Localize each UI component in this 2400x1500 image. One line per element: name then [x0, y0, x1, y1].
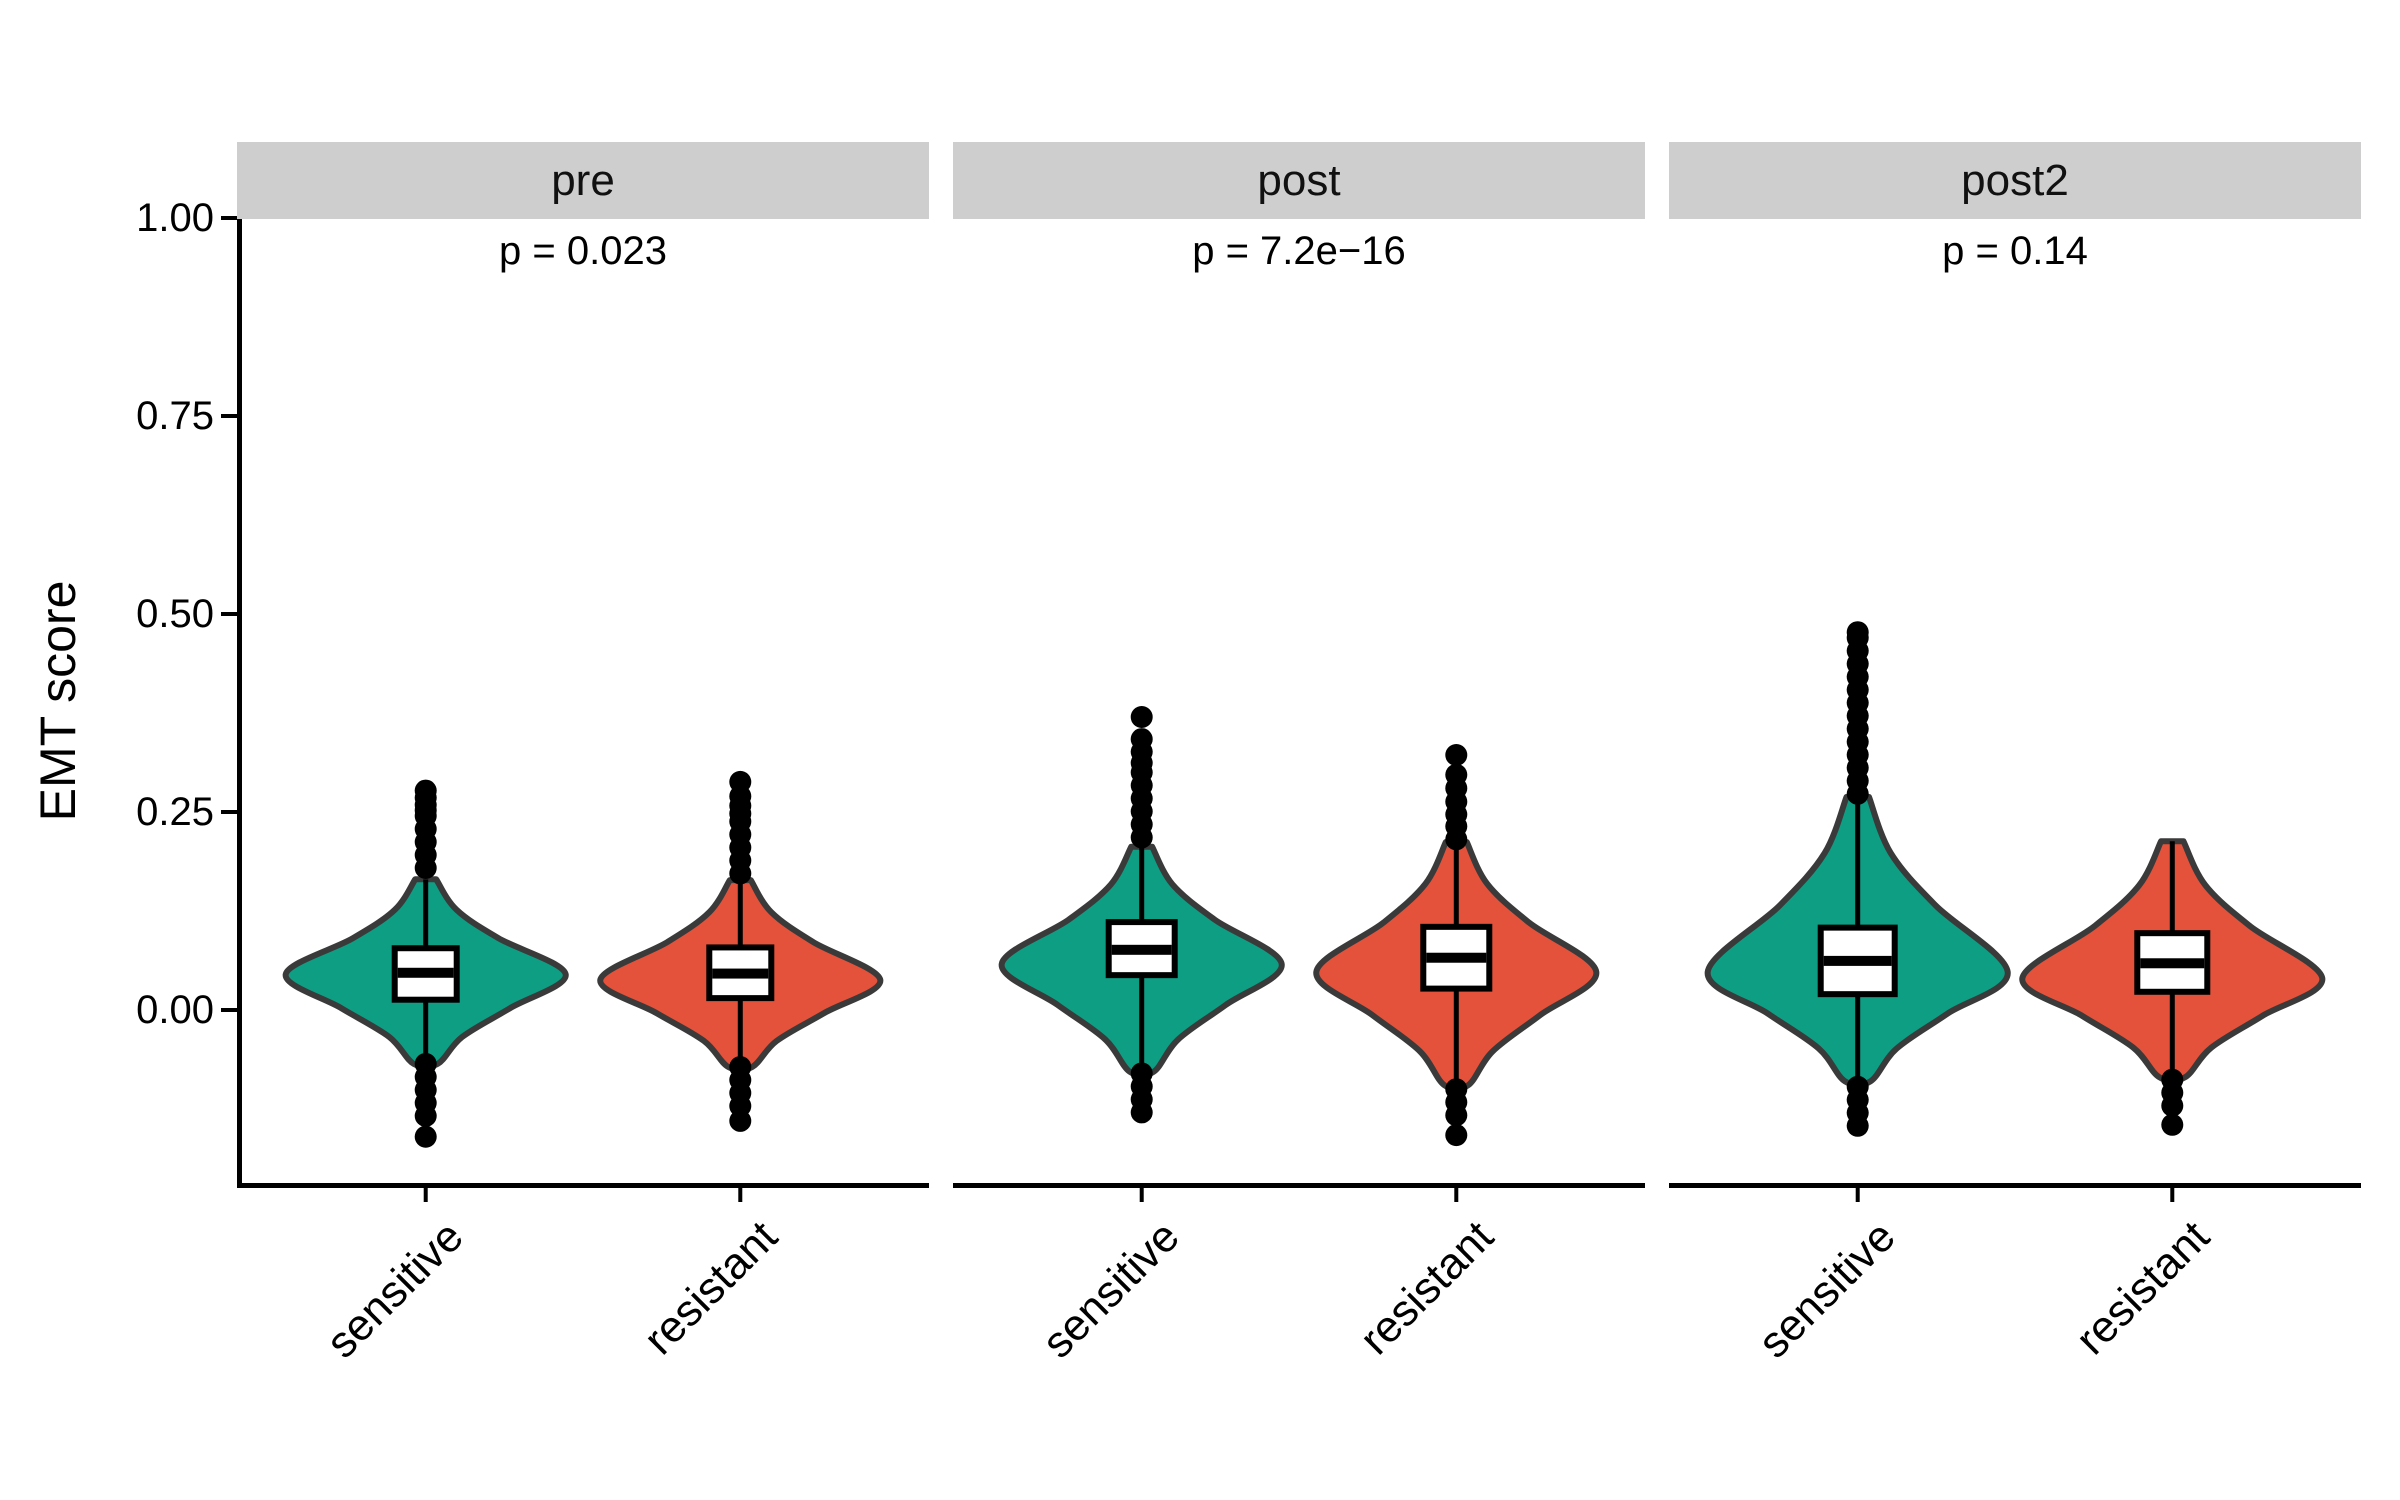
boxplot-median	[397, 967, 454, 978]
p-value-label-post2: p = 0.14	[1942, 228, 2088, 273]
outlier-dot	[1846, 621, 1869, 644]
violin-post-resistant	[1313, 744, 1600, 1147]
facet-strip-pre: pre	[237, 142, 929, 219]
outlier-dot	[1130, 826, 1153, 849]
outlier-dot	[414, 857, 437, 879]
outlier-dot	[1130, 706, 1153, 728]
y-tick-label: 0.25	[136, 789, 214, 834]
facet-strip-post2: post2	[1669, 142, 2361, 219]
outlier-dot	[729, 862, 752, 885]
y-tick-label: 0.75	[136, 393, 214, 438]
outlier-dot	[414, 1125, 437, 1148]
outlier-dot	[1445, 763, 1468, 786]
y-axis-tick	[221, 414, 237, 418]
y-axis-tick	[221, 216, 237, 220]
boxplot-median	[1426, 952, 1487, 963]
x-axis-tick	[1139, 1188, 1144, 1202]
y-axis-tick	[221, 810, 237, 814]
violin-post2-sensitive	[1704, 621, 2011, 1137]
outlier-dot	[1445, 1124, 1468, 1147]
x-axis-tick	[738, 1188, 743, 1202]
outlier-dot	[2161, 1113, 2184, 1136]
boxplot-median	[712, 968, 769, 979]
y-axis-title: EMT score	[30, 580, 86, 822]
outlier-dot	[414, 779, 437, 802]
outlier-dot	[729, 1109, 752, 1132]
outlier-dot	[1846, 782, 1869, 805]
boxplot-median	[1111, 944, 1172, 955]
outlier-dot	[1445, 1104, 1468, 1127]
x-axis-tick	[423, 1188, 428, 1202]
outlier-dot	[414, 1104, 437, 1127]
violin-post-sensitive	[998, 706, 1285, 1124]
x-axis-line	[1669, 1183, 2361, 1188]
y-tick-label: 0.00	[136, 987, 214, 1032]
boxplot-median	[1823, 955, 1892, 966]
y-axis-line	[237, 219, 242, 1188]
facet-label: post	[1257, 155, 1341, 205]
facet-strip-post: post	[953, 142, 1645, 219]
outlier-dot	[729, 770, 752, 793]
y-tick-label: 1.00	[136, 195, 214, 240]
outlier-dot	[1846, 1114, 1869, 1137]
x-axis-tick	[2170, 1188, 2175, 1202]
boxplot-median	[2140, 958, 2205, 969]
y-axis-tick	[221, 612, 237, 616]
p-value-label-pre: p = 0.023	[499, 228, 667, 273]
outlier-dot	[1130, 1101, 1153, 1124]
facet-label: pre	[551, 155, 615, 205]
x-axis-tick	[1454, 1188, 1459, 1202]
p-value-label-post: p = 7.2e−16	[1192, 228, 1406, 273]
facet-label: post2	[1961, 155, 2069, 205]
violin-pre-sensitive	[282, 779, 569, 1148]
y-axis-tick	[221, 1008, 237, 1012]
x-axis-tick	[1855, 1188, 1860, 1202]
outlier-dot	[1445, 828, 1468, 851]
outlier-dot	[2161, 1094, 2184, 1117]
outlier-dot	[1445, 744, 1468, 766]
x-axis-line	[953, 1183, 1645, 1188]
violin-pre-resistant	[597, 770, 884, 1132]
violin-post2-resistant	[2019, 838, 2326, 1136]
x-axis-line	[237, 1183, 929, 1188]
y-tick-label: 0.50	[136, 591, 214, 636]
outlier-dot	[1130, 728, 1153, 751]
